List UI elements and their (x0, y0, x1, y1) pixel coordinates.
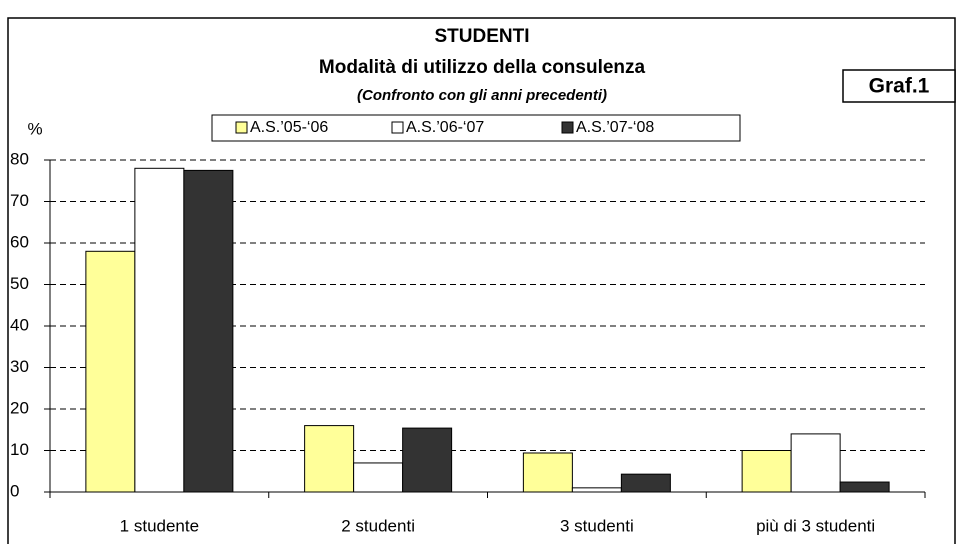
chart-frame (7, 17, 956, 544)
bar (571, 487, 622, 493)
legend-label: A.S.’06-‘07 (406, 119, 484, 136)
chart-title: STUDENTI (435, 26, 530, 47)
bar (85, 250, 136, 493)
bar (402, 427, 453, 493)
bar (353, 462, 404, 493)
annotation-box (842, 69, 956, 103)
bar (790, 433, 841, 493)
bar (134, 167, 185, 493)
legend-label: A.S.’05-‘06 (250, 119, 328, 136)
x-tick-label: 3 studenti (560, 516, 634, 535)
bar (741, 450, 792, 493)
legend-label: A.S.’07-‘08 (576, 119, 654, 136)
x-tick-label: più di 3 studenti (756, 516, 875, 535)
bar (522, 452, 573, 493)
bar (839, 481, 890, 493)
y-tick-label: 30 (10, 357, 29, 376)
y-tick-label: 60 (10, 232, 29, 251)
chart-subtitle: Modalità di utilizzo della consulenza (319, 57, 646, 78)
legend-swatch (235, 121, 248, 134)
y-tick-label: 70 (10, 191, 29, 210)
legend-swatch (561, 121, 574, 134)
y-tick-label: 50 (10, 274, 29, 293)
annotation: Graf.1 (869, 75, 930, 98)
y-tick-label: 40 (10, 315, 29, 334)
y-tick-label: 80 (10, 149, 29, 168)
y-tick-label: 0 (10, 481, 19, 500)
x-tick-label: 1 studente (120, 516, 199, 535)
y-axis-label: % (27, 119, 42, 138)
bar (183, 169, 234, 493)
chart-note: (Confronto con gli anni precedenti) (357, 87, 607, 104)
legend-swatch (391, 121, 404, 134)
bar (620, 473, 671, 493)
x-tick-label: 2 studenti (341, 516, 415, 535)
y-tick-label: 20 (10, 398, 29, 417)
y-tick-label: 10 (10, 440, 29, 459)
legend (211, 114, 741, 142)
bar (304, 425, 355, 493)
